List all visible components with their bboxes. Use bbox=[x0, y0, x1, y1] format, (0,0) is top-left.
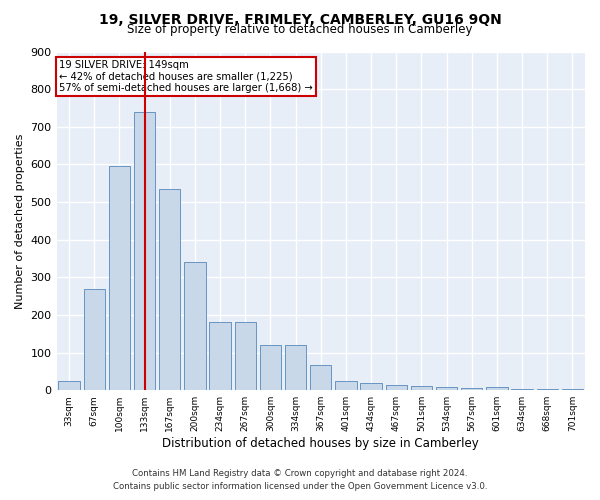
Bar bbox=[411, 386, 432, 390]
Text: 19, SILVER DRIVE, FRIMLEY, CAMBERLEY, GU16 9QN: 19, SILVER DRIVE, FRIMLEY, CAMBERLEY, GU… bbox=[98, 12, 502, 26]
Y-axis label: Number of detached properties: Number of detached properties bbox=[15, 133, 25, 308]
Bar bbox=[209, 322, 231, 390]
Bar bbox=[134, 112, 155, 390]
Bar bbox=[83, 288, 105, 390]
Bar bbox=[285, 345, 307, 390]
Bar bbox=[58, 381, 80, 390]
Bar bbox=[511, 389, 533, 390]
Bar bbox=[109, 166, 130, 390]
X-axis label: Distribution of detached houses by size in Camberley: Distribution of detached houses by size … bbox=[163, 437, 479, 450]
Bar bbox=[184, 262, 206, 390]
Bar bbox=[386, 384, 407, 390]
Bar bbox=[461, 388, 482, 390]
Bar bbox=[260, 345, 281, 390]
Text: Contains HM Land Registry data © Crown copyright and database right 2024.
Contai: Contains HM Land Registry data © Crown c… bbox=[113, 470, 487, 491]
Bar bbox=[335, 381, 356, 390]
Text: 19 SILVER DRIVE: 149sqm
← 42% of detached houses are smaller (1,225)
57% of semi: 19 SILVER DRIVE: 149sqm ← 42% of detache… bbox=[59, 60, 313, 93]
Bar bbox=[159, 189, 181, 390]
Bar bbox=[486, 387, 508, 390]
Bar bbox=[235, 322, 256, 390]
Bar bbox=[536, 389, 558, 390]
Bar bbox=[361, 384, 382, 390]
Bar bbox=[310, 364, 331, 390]
Bar bbox=[436, 387, 457, 390]
Text: Size of property relative to detached houses in Camberley: Size of property relative to detached ho… bbox=[127, 22, 473, 36]
